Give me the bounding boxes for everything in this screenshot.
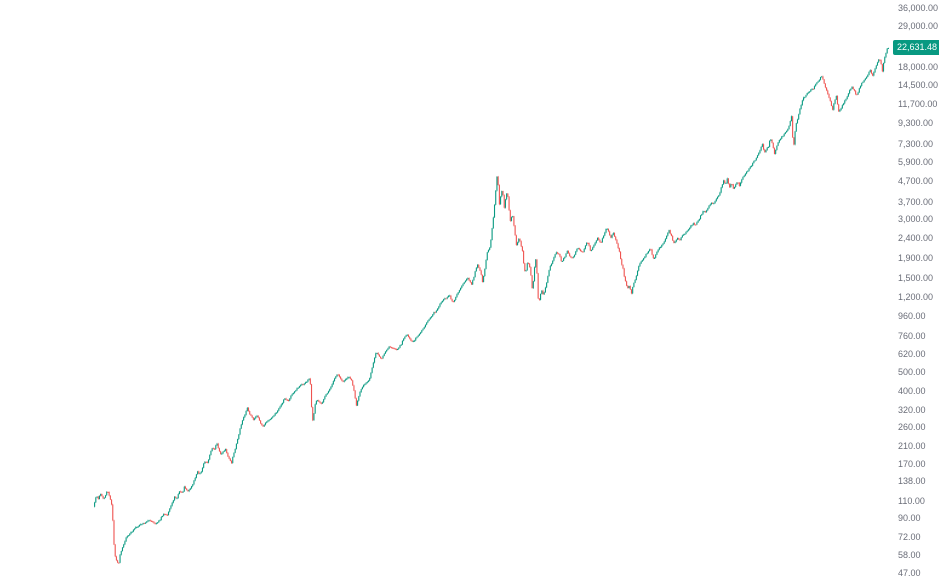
last-price-badge: 22,631.48: [893, 40, 939, 56]
last-price-value: 22,631.48: [897, 42, 938, 53]
